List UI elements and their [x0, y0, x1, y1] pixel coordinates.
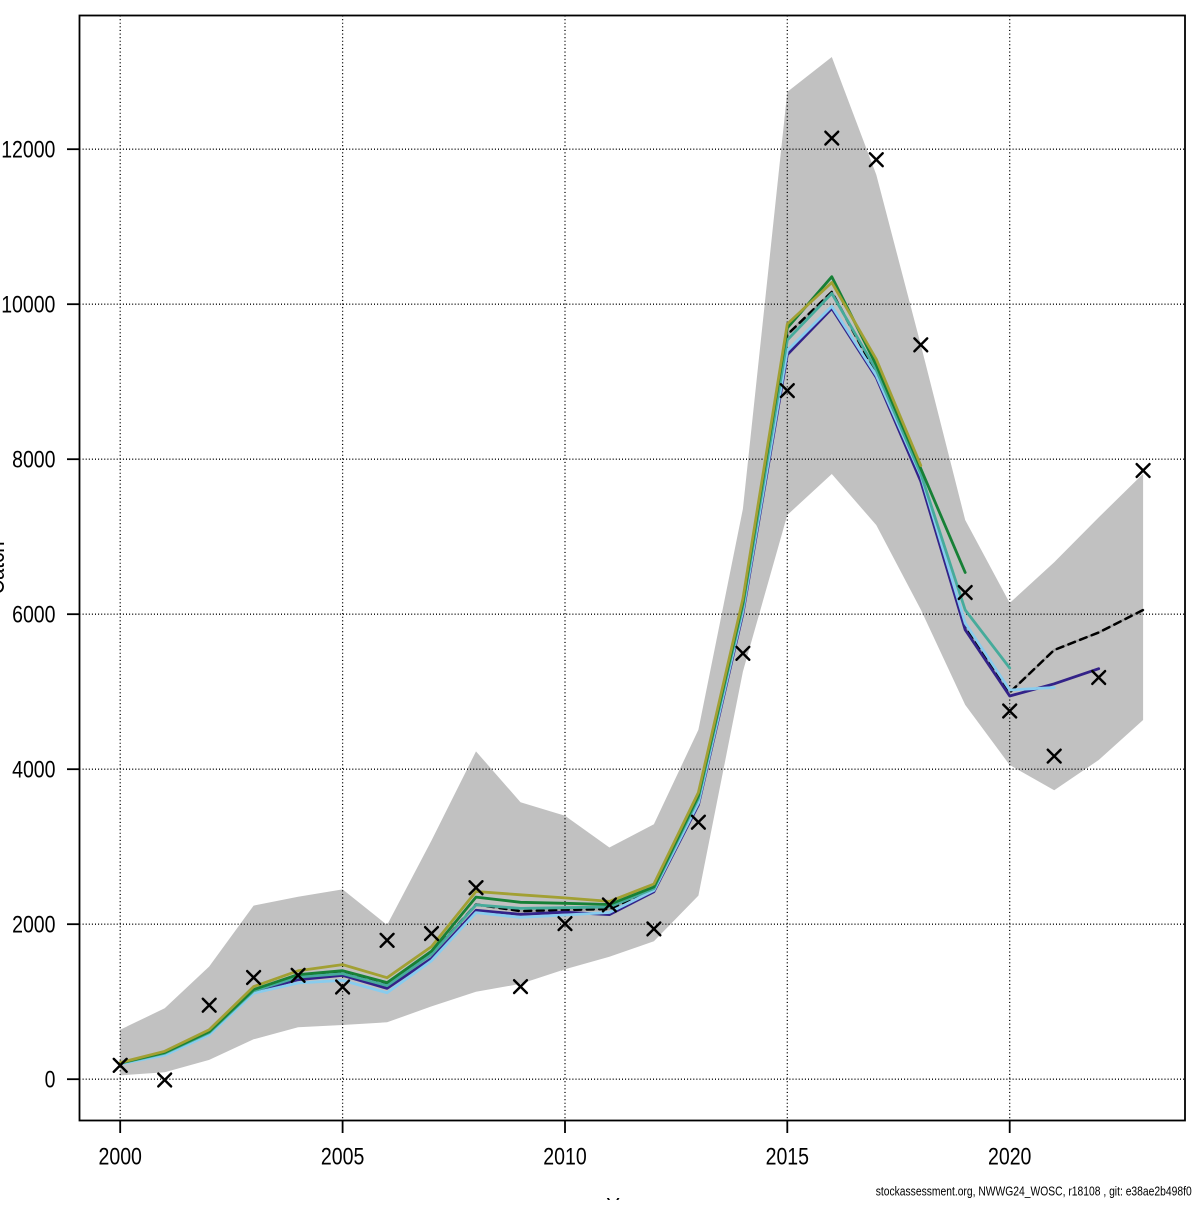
svg-text:2015: 2015 — [766, 1144, 809, 1171]
svg-text:2000: 2000 — [12, 912, 55, 939]
svg-text:4000: 4000 — [12, 757, 55, 784]
svg-text:Year: Year — [606, 1194, 647, 1201]
svg-text:8000: 8000 — [12, 447, 55, 474]
svg-text:2020: 2020 — [988, 1144, 1031, 1171]
svg-text:2000: 2000 — [99, 1144, 142, 1171]
svg-text:10000: 10000 — [1, 292, 55, 319]
svg-text:2010: 2010 — [543, 1144, 586, 1171]
svg-text:2005: 2005 — [321, 1144, 364, 1171]
svg-text:12000: 12000 — [1, 137, 55, 164]
svg-text:Catch: Catch — [0, 542, 10, 595]
svg-text:stockassessment.org, NWWG24_WO: stockassessment.org, NWWG24_WOSC, r18108… — [876, 1184, 1192, 1199]
svg-text:6000: 6000 — [12, 602, 55, 629]
svg-text:0: 0 — [45, 1067, 56, 1094]
